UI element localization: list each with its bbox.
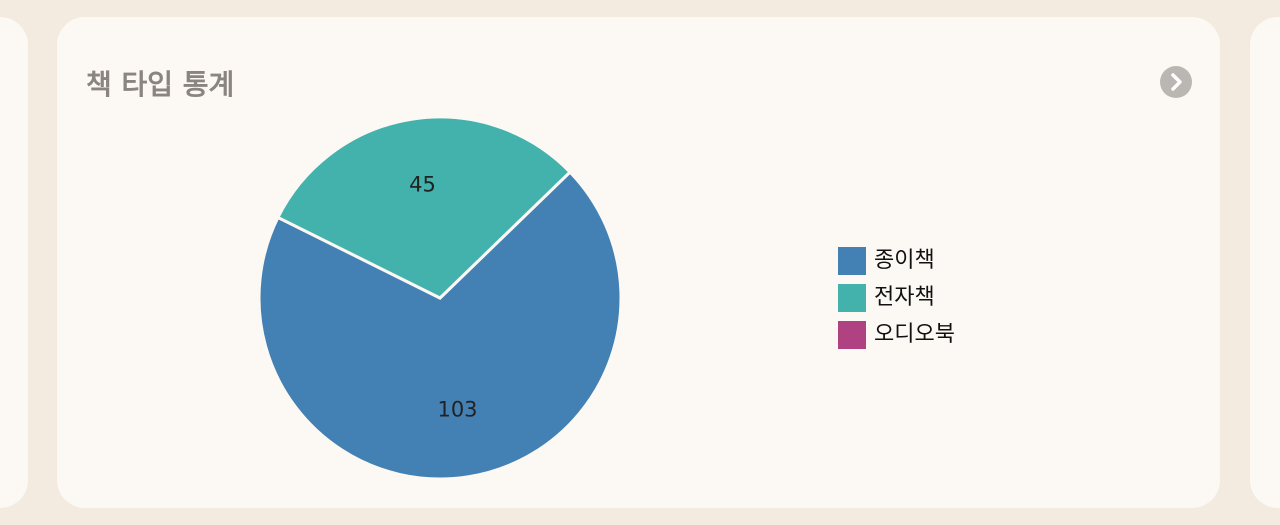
more-button[interactable] xyxy=(1160,66,1192,98)
next-card[interactable] xyxy=(1250,17,1280,508)
pie-slice xyxy=(257,169,623,481)
legend-label: 종이책 xyxy=(874,248,935,273)
legend-label: 전자책 xyxy=(874,285,935,310)
pie-slice xyxy=(275,115,573,300)
legend-swatch xyxy=(838,284,866,312)
legend-swatch xyxy=(838,321,866,349)
legend-swatch xyxy=(838,247,866,275)
chart-title: 책 타입 통계 xyxy=(86,68,235,101)
value-label: 45 xyxy=(409,172,436,196)
chevron-icon xyxy=(1171,73,1182,91)
card: 책 타입 통계 xyxy=(57,17,1220,508)
prev-card[interactable] xyxy=(0,17,28,508)
value-label: 103 xyxy=(437,398,477,422)
legend-label: 오디오북 xyxy=(874,322,955,347)
